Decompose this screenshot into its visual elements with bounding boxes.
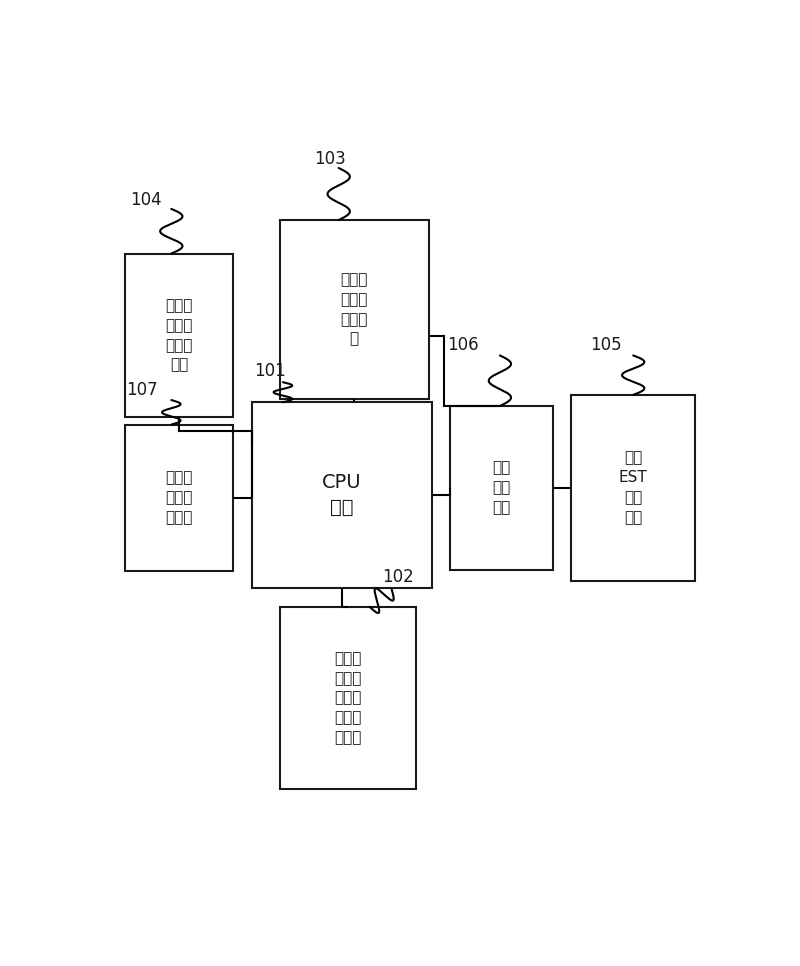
Text: 104: 104 [130, 191, 162, 209]
Text: 103: 103 [314, 150, 346, 168]
Text: 串行接
口及并
行接口
电路: 串行接 口及并 行接口 电路 [166, 298, 193, 373]
Text: 光电
隔离
电路: 光电 隔离 电路 [492, 461, 510, 515]
Text: 外部
EST
数据
总线: 外部 EST 数据 总线 [619, 450, 647, 526]
Bar [280, 220, 429, 399]
Text: CPU
电路: CPU 电路 [322, 473, 362, 517]
Text: 101: 101 [254, 362, 286, 380]
Text: 地址译
码及逻
辑控制
信号生
成电路: 地址译 码及逻 辑控制 信号生 成电路 [334, 651, 362, 745]
Text: 106: 106 [447, 336, 479, 354]
Text: 105: 105 [590, 336, 622, 354]
Text: 102: 102 [382, 568, 414, 586]
Text: 107: 107 [126, 381, 158, 399]
Bar [450, 406, 553, 570]
Text: 电源及
报警显
示电路: 电源及 报警显 示电路 [166, 470, 193, 526]
Bar [125, 425, 234, 571]
Bar [252, 402, 432, 588]
Bar [280, 607, 416, 789]
Bar [125, 253, 234, 417]
Text: 状态及
中断寄
存器电
路: 状态及 中断寄 存器电 路 [341, 272, 368, 347]
Bar [571, 395, 695, 581]
